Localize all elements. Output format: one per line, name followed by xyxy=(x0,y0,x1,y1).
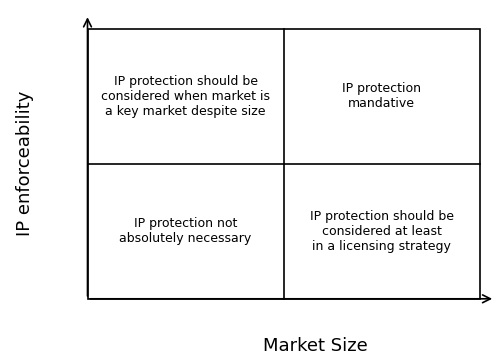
Text: IP protection should be
considered when market is
a key market despite size: IP protection should be considered when … xyxy=(101,75,270,118)
Text: IP protection should be
considered at least
in a licensing strategy: IP protection should be considered at le… xyxy=(310,210,454,253)
Bar xyxy=(88,29,480,299)
Text: IP protection not
absolutely necessary: IP protection not absolutely necessary xyxy=(120,217,252,245)
Text: IP protection
mandative: IP protection mandative xyxy=(342,82,421,110)
Text: Market Size: Market Size xyxy=(262,337,368,355)
Text: IP enforceability: IP enforceability xyxy=(16,91,34,237)
